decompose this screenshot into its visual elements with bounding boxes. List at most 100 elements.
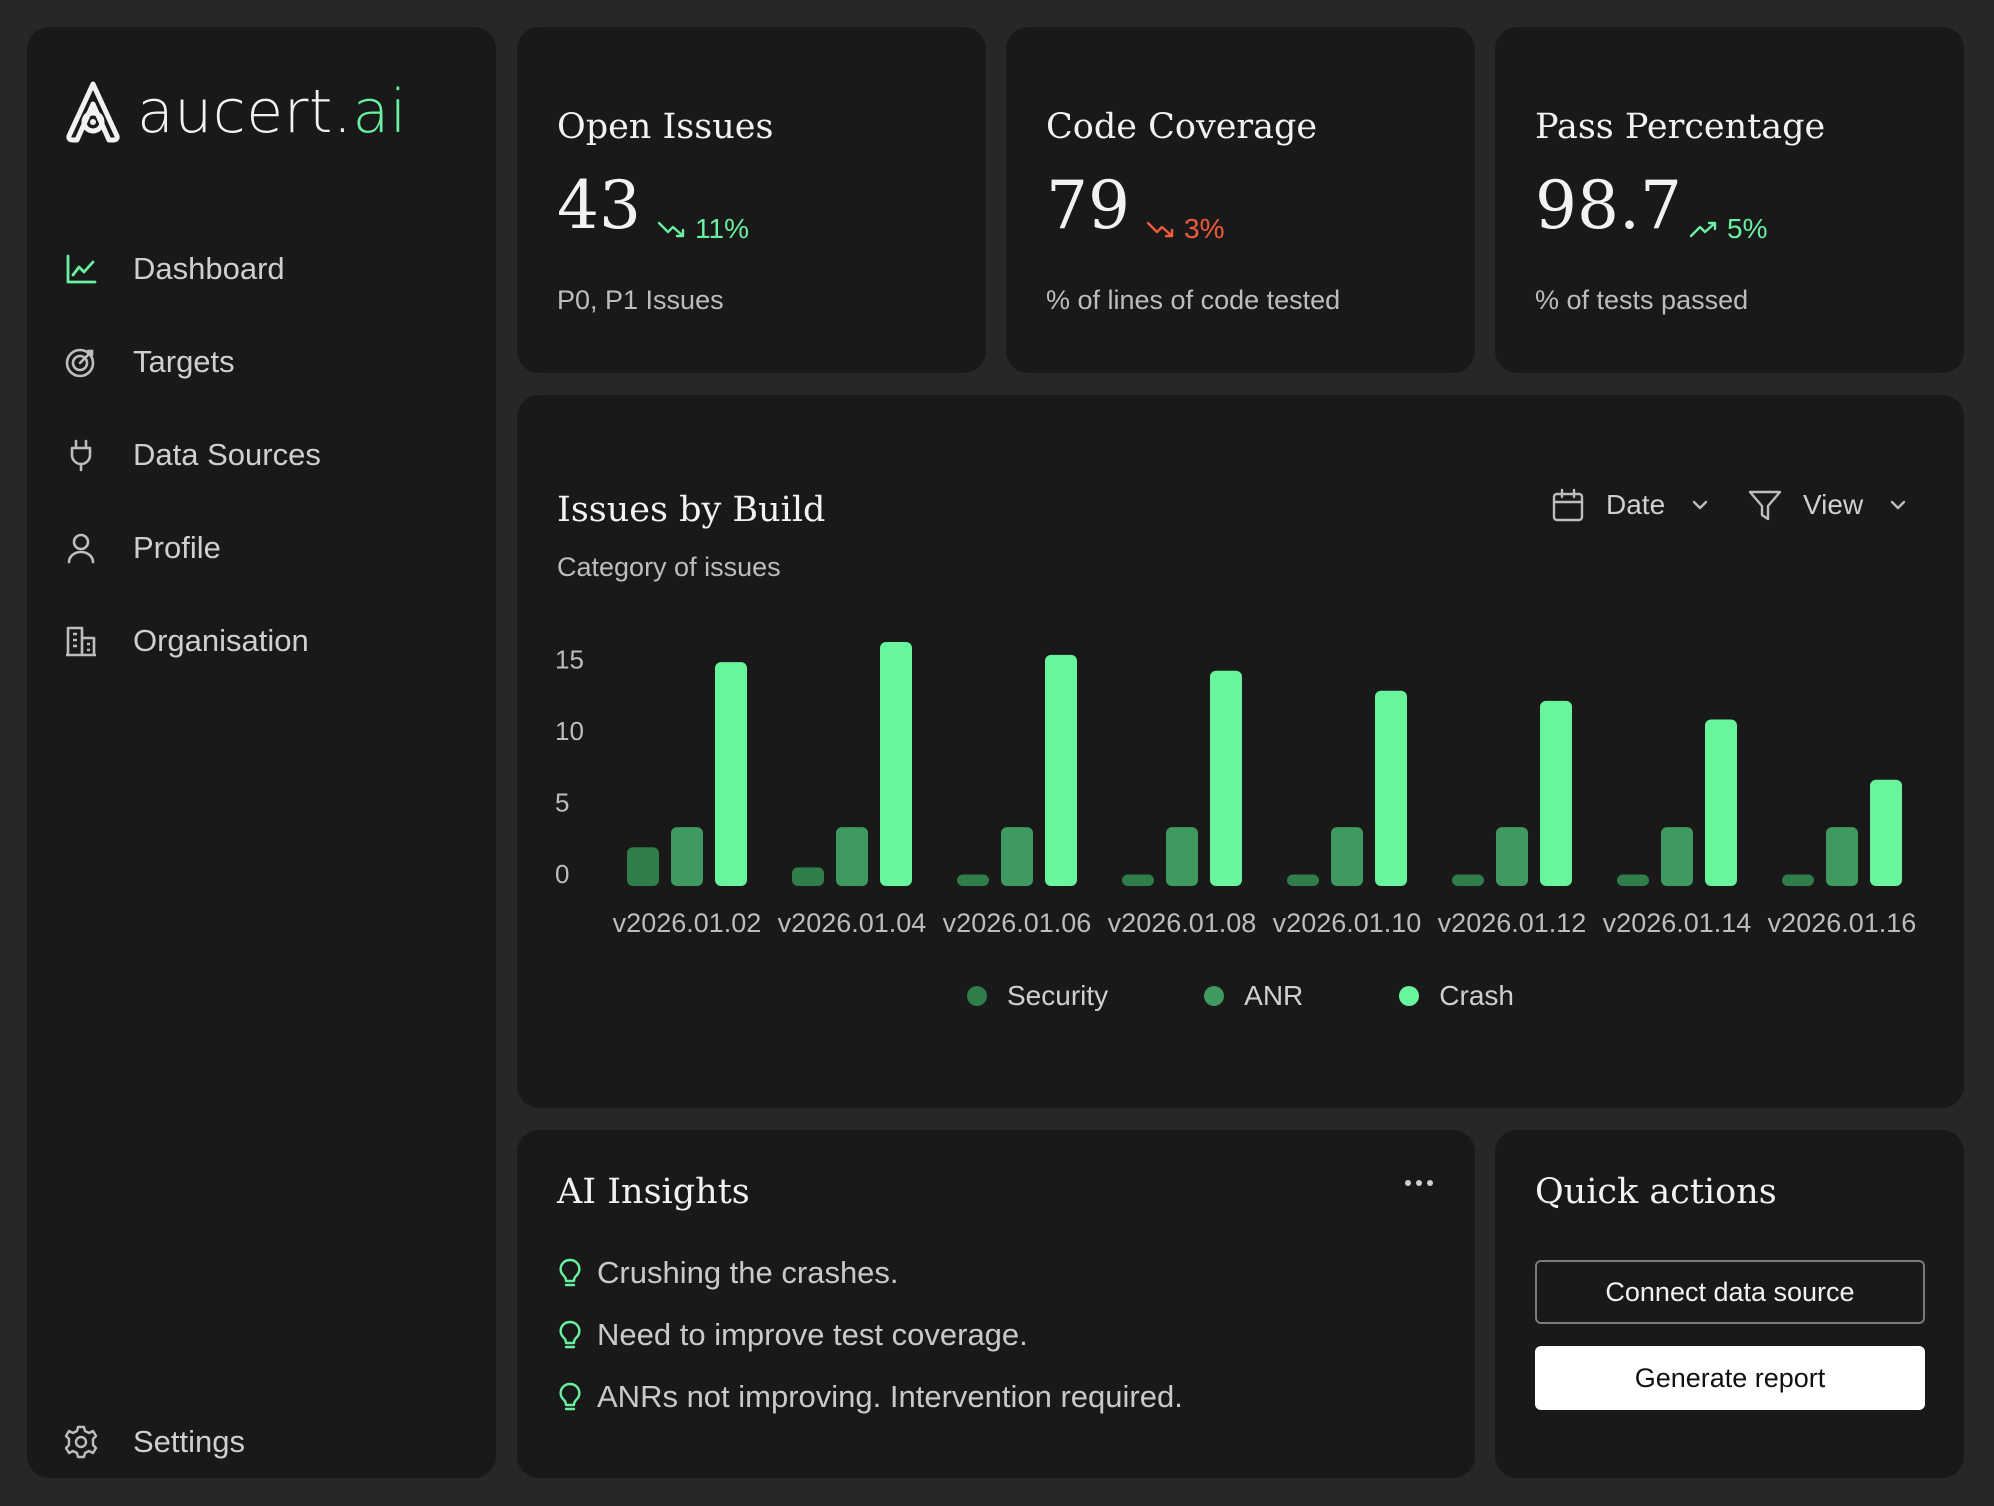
bar-crash[interactable] bbox=[1045, 654, 1077, 886]
x-tick-label: v2026.01.16 bbox=[1768, 908, 1917, 938]
more-options-icon[interactable] bbox=[1405, 1180, 1433, 1186]
y-tick-label: 15 bbox=[555, 645, 584, 675]
trend-up-icon bbox=[1689, 221, 1717, 238]
sidebar-nav: Dashboard Targets Data Sources bbox=[63, 222, 463, 687]
bar-crash[interactable] bbox=[880, 642, 912, 886]
view-filter-label: View bbox=[1803, 489, 1864, 520]
legend-item-security[interactable]: Security bbox=[967, 980, 1108, 1012]
card-value: 98.7 bbox=[1535, 167, 1682, 244]
x-tick-label: v2026.01.08 bbox=[1108, 908, 1257, 938]
pass-percentage-card: Pass Percentage 98.7 5% % of tests passe… bbox=[1495, 27, 1964, 373]
lightbulb-icon bbox=[559, 1382, 581, 1411]
card-value: 43 bbox=[557, 167, 641, 244]
chevron-down-icon bbox=[1692, 500, 1708, 510]
brand-name: aucert.ai bbox=[137, 77, 407, 147]
y-tick-label: 10 bbox=[555, 716, 584, 746]
insight-text: Need to improve test coverage. bbox=[597, 1317, 1028, 1352]
card-title: Open Issues bbox=[557, 107, 774, 147]
filter-icon bbox=[1748, 490, 1782, 521]
ai-insights-panel: AI Insights Crushing the crashes. Need t… bbox=[517, 1130, 1475, 1478]
sidebar-item-label: Organisation bbox=[133, 622, 309, 658]
legend-item-anr[interactable]: ANR bbox=[1204, 980, 1303, 1012]
bar-crash[interactable] bbox=[1375, 690, 1407, 886]
trend-down-icon bbox=[657, 221, 685, 238]
sidebar-item-organisation[interactable]: Organisation bbox=[63, 594, 463, 687]
trend-down-icon bbox=[1146, 221, 1174, 238]
sidebar-item-settings[interactable]: Settings bbox=[63, 1395, 463, 1488]
chart-subtitle: Category of issues bbox=[557, 552, 781, 582]
x-tick-label: v2026.01.10 bbox=[1273, 908, 1422, 938]
insights-title: AI Insights bbox=[557, 1172, 750, 1212]
sidebar-item-label: Dashboard bbox=[133, 250, 285, 286]
bar-anr[interactable] bbox=[671, 827, 703, 886]
sidebar-item-data-sources[interactable]: Data Sources bbox=[63, 408, 463, 501]
settings-label: Settings bbox=[133, 1423, 246, 1459]
legend-label: Crash bbox=[1439, 980, 1514, 1011]
card-value: 79 bbox=[1046, 167, 1130, 244]
legend-swatch bbox=[967, 986, 987, 1006]
bar-anr[interactable] bbox=[836, 827, 868, 886]
bar-crash[interactable] bbox=[1210, 670, 1242, 886]
connect-data-source-button[interactable]: Connect data source bbox=[1535, 1260, 1925, 1324]
brand-logo[interactable]: aucert.ai bbox=[63, 77, 407, 147]
bar-anr[interactable] bbox=[1826, 827, 1858, 886]
sidebar-item-targets[interactable]: Targets bbox=[63, 315, 463, 408]
bar-security[interactable] bbox=[1122, 874, 1154, 886]
legend-label: ANR bbox=[1244, 980, 1304, 1011]
view-filter-dropdown[interactable]: View bbox=[1747, 487, 1909, 523]
x-tick-label: v2026.01.06 bbox=[943, 908, 1092, 938]
generate-report-button[interactable]: Generate report bbox=[1535, 1346, 1925, 1410]
x-tick-label: v2026.01.14 bbox=[1603, 908, 1752, 938]
bar-security[interactable] bbox=[1617, 874, 1649, 886]
lightbulb-icon bbox=[559, 1320, 581, 1349]
card-title: Pass Percentage bbox=[1535, 107, 1826, 147]
legend-item-crash[interactable]: Crash bbox=[1399, 980, 1514, 1012]
bar-security[interactable] bbox=[957, 874, 989, 886]
legend-swatch bbox=[1204, 986, 1225, 1006]
sidebar-item-label: Profile bbox=[133, 529, 221, 565]
bar-anr[interactable] bbox=[1331, 827, 1363, 886]
bar-crash[interactable] bbox=[1705, 719, 1737, 886]
trend-value: 3% bbox=[1184, 213, 1225, 244]
bar-security[interactable] bbox=[1287, 874, 1319, 886]
date-filter-dropdown[interactable]: Date bbox=[1550, 487, 1711, 523]
bar-security[interactable] bbox=[792, 867, 824, 886]
card-title: Code Coverage bbox=[1046, 107, 1318, 147]
bar-crash[interactable] bbox=[1870, 779, 1902, 886]
x-tick-label: v2026.01.04 bbox=[778, 908, 927, 938]
chart-legend: Security ANR Crash bbox=[967, 980, 1514, 1012]
sidebar-item-dashboard[interactable]: Dashboard bbox=[63, 222, 463, 315]
issues-bar-chart: 0 5 10 15 v2026.01.02 v2026.01.04 v2026.01.06 v… bbox=[555, 642, 1917, 938]
trend-badge: 5% bbox=[1689, 213, 1767, 245]
open-issues-card: Open Issues 43 11% P0, P1 Issues bbox=[517, 27, 986, 373]
user-icon bbox=[67, 533, 95, 563]
quick-actions-panel: Quick actions Connect data source Genera… bbox=[1495, 1130, 1964, 1478]
y-tick-label: 5 bbox=[555, 788, 569, 818]
aucert-logo-icon bbox=[66, 81, 120, 143]
card-subtitle: P0, P1 Issues bbox=[557, 285, 724, 315]
bar-anr[interactable] bbox=[1661, 827, 1693, 886]
card-subtitle: % of lines of code tested bbox=[1046, 285, 1341, 315]
building-icon bbox=[66, 626, 96, 656]
chevron-down-icon bbox=[1890, 500, 1906, 510]
bar-crash[interactable] bbox=[715, 662, 747, 886]
bar-crash[interactable] bbox=[1540, 700, 1572, 886]
plug-icon bbox=[70, 439, 92, 471]
lightbulb-icon bbox=[559, 1258, 581, 1287]
legend-label: Security bbox=[1007, 980, 1109, 1011]
bar-security[interactable] bbox=[627, 847, 659, 886]
bar-anr[interactable] bbox=[1166, 827, 1198, 886]
sidebar-item-label: Targets bbox=[133, 343, 235, 379]
bar-anr[interactable] bbox=[1496, 827, 1528, 886]
bar-anr[interactable] bbox=[1001, 827, 1033, 886]
legend-swatch bbox=[1399, 986, 1420, 1006]
sidebar-item-profile[interactable]: Profile bbox=[63, 501, 463, 594]
bar-security[interactable] bbox=[1782, 874, 1814, 886]
insight-item: Crushing the crashes. bbox=[557, 1255, 899, 1291]
insight-text: Crushing the crashes. bbox=[597, 1255, 899, 1290]
bar-security[interactable] bbox=[1452, 874, 1484, 886]
x-tick-label: v2026.01.12 bbox=[1438, 908, 1587, 938]
y-tick-label: 0 bbox=[555, 859, 569, 889]
issues-by-build-panel: Issues by Build Category of issues Date … bbox=[517, 395, 1964, 1108]
